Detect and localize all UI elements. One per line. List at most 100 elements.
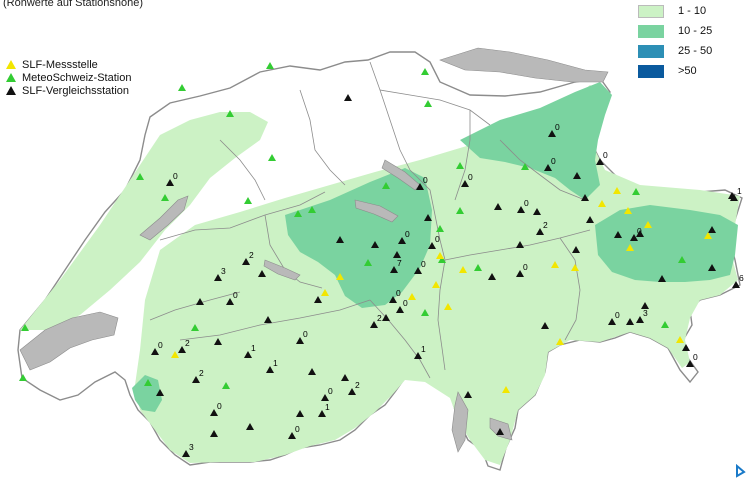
- station-marker: [136, 173, 144, 180]
- legend-class-1-10: 1 - 10: [638, 1, 712, 21]
- station-value-label: 0: [403, 298, 408, 308]
- station-value-label: 0: [551, 156, 556, 166]
- station-marker: [556, 338, 564, 345]
- lakes: [19, 47, 609, 453]
- station-marker: [371, 241, 379, 248]
- station-marker: [432, 281, 440, 288]
- station-value-label: 0: [233, 290, 238, 300]
- class-legend: 1 - 10 10 - 25 25 - 50 >50: [638, 1, 712, 81]
- station-marker: [166, 179, 174, 186]
- station-marker: [314, 296, 322, 303]
- station-value-label: 0: [158, 340, 163, 350]
- station-marker: [258, 270, 266, 277]
- station-marker: [461, 180, 469, 187]
- station-marker: [438, 256, 446, 263]
- legend-class-25-50: 25 - 50: [638, 41, 712, 61]
- station-value-label: 0: [423, 175, 428, 185]
- station-marker: [178, 84, 186, 91]
- station-marker: [171, 351, 179, 358]
- station-marker: [244, 351, 252, 358]
- station-value-label: 0: [303, 329, 308, 339]
- lake-lugano: [489, 417, 513, 441]
- station-value-label: 2: [355, 380, 360, 390]
- station-marker: [548, 130, 556, 137]
- station-marker: [266, 62, 274, 69]
- station-marker: [389, 296, 397, 303]
- station-value-label: 7: [397, 258, 402, 268]
- station-marker: [636, 230, 644, 237]
- station-marker: [521, 163, 529, 170]
- station-marker: [214, 338, 222, 345]
- station-value-label: 6: [739, 273, 744, 283]
- station-marker: [456, 162, 464, 169]
- station-marker: [626, 244, 634, 251]
- legend-class-50-plus: >50: [638, 61, 712, 81]
- station-marker: [364, 259, 372, 266]
- station-marker: [178, 346, 186, 353]
- lake-zurich: [381, 159, 421, 191]
- station-marker: [191, 324, 199, 331]
- station-marker: [626, 318, 634, 325]
- station-marker: [536, 228, 544, 235]
- station-marker: [348, 388, 356, 395]
- station-marker: [321, 289, 329, 296]
- station-marker: [318, 410, 326, 417]
- station-marker: [516, 241, 524, 248]
- station-marker: [661, 321, 669, 328]
- station-marker: [474, 264, 482, 271]
- station-marker: [336, 273, 344, 280]
- station-marker: [192, 376, 200, 383]
- station-marker: [264, 316, 272, 323]
- station-marker: [517, 206, 525, 213]
- station-marker: [151, 348, 159, 355]
- station-value-label: 2: [185, 338, 190, 348]
- station-marker: [636, 316, 644, 323]
- station-marker: [464, 391, 472, 398]
- legend-item-slf-messstelle: SLF-Messstelle: [6, 58, 131, 71]
- station-marker: [630, 234, 638, 241]
- station-value-label: 0: [405, 229, 410, 239]
- station-marker: [308, 206, 316, 213]
- station-value-label: 0: [173, 171, 178, 181]
- legend-item-meteoschweiz: MeteoSchweiz-Station: [6, 71, 131, 84]
- lake-constance: [439, 47, 609, 83]
- station-marker: [436, 225, 444, 232]
- station-marker: [682, 344, 690, 351]
- station-marker: [390, 266, 398, 273]
- station-value-label: 0: [328, 386, 333, 396]
- station-marker: [21, 324, 29, 331]
- station-marker: [708, 226, 716, 233]
- station-marker: [268, 154, 276, 161]
- station-marker: [613, 187, 621, 194]
- station-marker: [533, 208, 541, 215]
- station-value-label: 2: [199, 368, 204, 378]
- map-subtitle: (Rohwerte auf Stationshöhe): [3, 0, 144, 9]
- zone-10-25-northeast: [460, 82, 612, 200]
- station-marker: [341, 374, 349, 381]
- station-value-label: 2: [543, 220, 548, 230]
- station-value-label: 2: [377, 313, 382, 323]
- station-marker: [496, 428, 504, 435]
- station-marker: [704, 232, 712, 239]
- station-marker: [414, 267, 422, 274]
- station-value-label: 0: [603, 150, 608, 160]
- station-marker: [226, 110, 234, 117]
- station-value-label: 0: [615, 310, 620, 320]
- station-marker: [210, 430, 218, 437]
- station-marker: [644, 221, 652, 228]
- station-marker: [382, 182, 390, 189]
- station-marker: [246, 423, 254, 430]
- station-marker: [161, 194, 169, 201]
- station-marker: [551, 261, 559, 268]
- station-marker: [708, 264, 716, 271]
- station-marker: [641, 302, 649, 309]
- station-value-label: 0: [555, 122, 560, 132]
- station-marker: [544, 164, 552, 171]
- station-marker: [424, 100, 432, 107]
- station-legend: SLF-Messstelle MeteoSchweiz-Station SLF-…: [6, 58, 131, 97]
- station-marker: [408, 293, 416, 300]
- station-marker: [596, 158, 604, 165]
- station-marker: [416, 183, 424, 190]
- station-marker: [244, 197, 252, 204]
